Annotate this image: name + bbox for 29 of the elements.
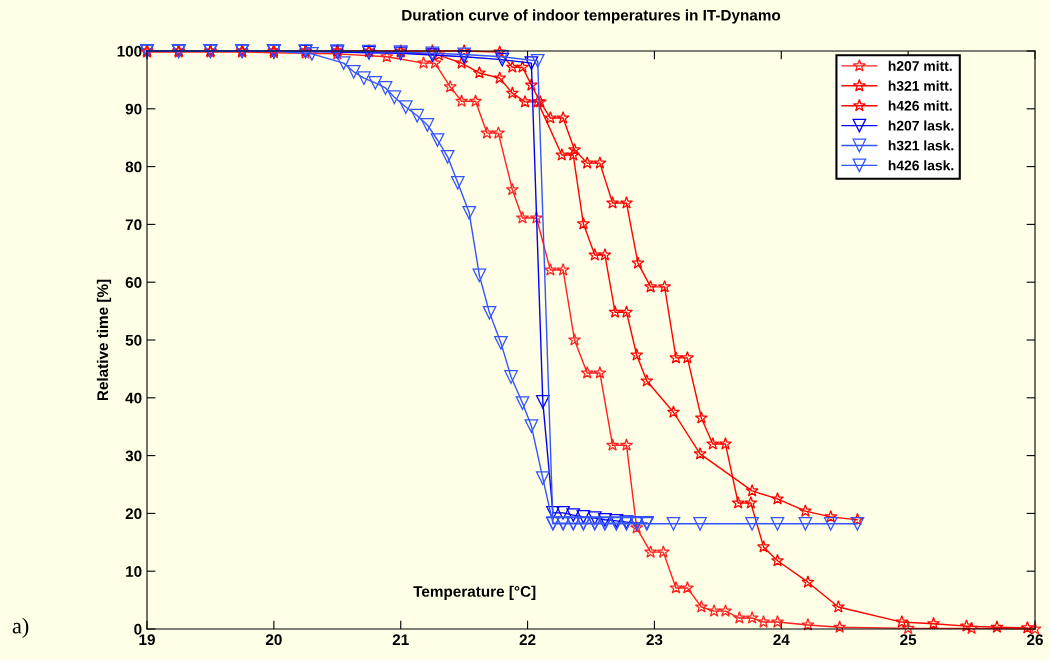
legend-label: h207 mitt. bbox=[888, 60, 952, 71]
legend-label: h426 lask. bbox=[888, 160, 954, 171]
y-tick-label: 100 bbox=[117, 45, 142, 57]
x-axis-title: Temperature [°C] bbox=[413, 585, 536, 600]
y-tick-label: 70 bbox=[125, 219, 142, 231]
y-tick-label: 60 bbox=[125, 277, 142, 288]
y-tick-label: 30 bbox=[125, 450, 142, 462]
x-tick-label: 23 bbox=[646, 634, 663, 646]
chart-title: Duration curve of indoor temperatures in IT-Dynamo bbox=[402, 9, 781, 24]
x-tick-label: 21 bbox=[392, 634, 409, 645]
y-tick-label: 90 bbox=[125, 103, 142, 115]
y-tick-label: 80 bbox=[125, 161, 142, 173]
legend-label: h321 lask. bbox=[888, 140, 954, 151]
y-tick-label: 10 bbox=[126, 566, 142, 577]
x-tick-label: 26 bbox=[1027, 634, 1043, 646]
x-tick-label: 20 bbox=[265, 634, 282, 646]
legend-label: h207 lask. bbox=[888, 120, 954, 131]
y-tick-label: 40 bbox=[125, 392, 142, 404]
x-tick-label: 19 bbox=[139, 634, 155, 646]
x-tick-label: 22 bbox=[519, 634, 536, 645]
x-tick-label: 24 bbox=[773, 634, 790, 645]
y-tick-label: 50 bbox=[125, 334, 142, 346]
y-tick-label: 20 bbox=[125, 508, 142, 520]
x-tick-label: 25 bbox=[900, 634, 917, 646]
legend-label: h426 mitt. bbox=[888, 100, 952, 111]
legend-label: h321 mitt. bbox=[888, 80, 952, 91]
y-tick-label: 0 bbox=[134, 623, 142, 635]
text: a) bbox=[12, 617, 29, 638]
y-axis-title: Relative time [%] bbox=[96, 279, 112, 401]
